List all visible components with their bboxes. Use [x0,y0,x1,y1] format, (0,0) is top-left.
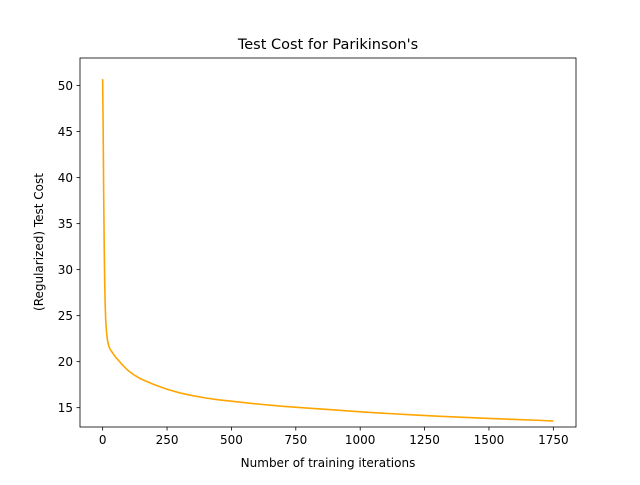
y-tick-label: 15 [58,401,73,415]
y-tick-label: 45 [58,125,73,139]
chart-title: Test Cost for Parikinson's [237,37,418,53]
series-layer [101,79,554,422]
y-tick-label: 50 [58,79,73,93]
y-tick-label: 20 [58,355,73,369]
y-tick-label: 30 [58,263,73,277]
series-line-0 [101,79,554,422]
x-tick-label: 1250 [409,433,440,447]
x-axis-label: Number of training iterations [241,456,416,470]
x-tick-label: 750 [284,433,307,447]
x-tick-label: 1000 [345,433,376,447]
axes-layer: 0 250 500 750 1000 1250 1500 1750 15 20 25 30 35 40 45… [58,57,577,447]
x-tick-label: 1500 [474,433,505,447]
axes-frame [79,57,577,428]
x-tick-label: 250 [156,433,179,447]
y-tick-label: 40 [58,171,73,185]
y-tick-label: 25 [58,309,73,323]
x-tick-label: 0 [99,433,107,447]
plot-area [80,58,576,427]
y-tick-label: 35 [58,217,73,231]
y-axis-label: (Regularized) Test Cost [32,173,46,311]
x-tick-label: 500 [220,433,243,447]
x-tick-label: 1750 [538,433,569,447]
